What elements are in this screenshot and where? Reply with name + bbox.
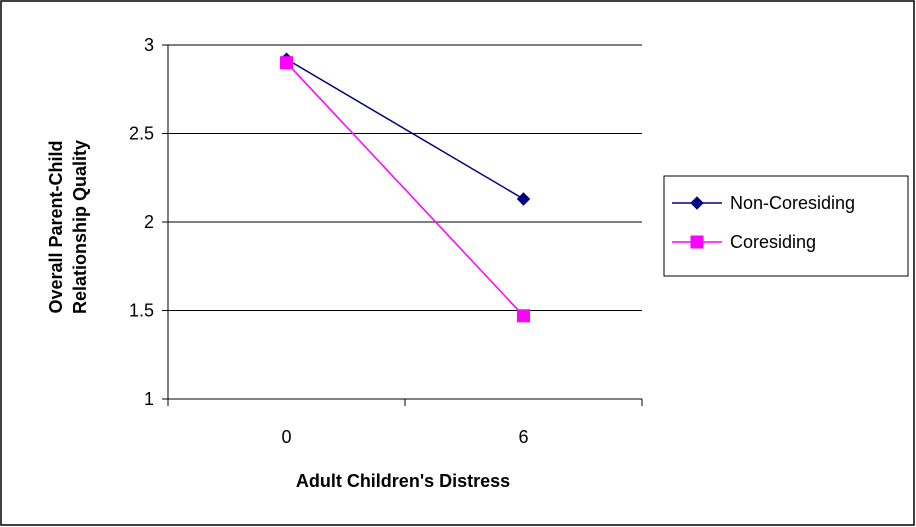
y-tick-label: 2 [144, 212, 154, 232]
x-tick-label: 6 [518, 427, 528, 447]
legend-marker [690, 235, 704, 249]
y-tick-labels: 1 1.5 2 2.5 3 [129, 35, 154, 409]
y-axis-title-line-2: Relationship Quality [70, 140, 90, 314]
data-point [516, 192, 531, 206]
y-tick-label: 1 [144, 389, 154, 409]
y-tick-label: 2.5 [129, 124, 154, 144]
legend-box [663, 175, 909, 277]
legend-marker [690, 196, 704, 210]
legend-item: Non-Coresiding [672, 193, 855, 213]
series-coresiding [280, 56, 530, 323]
legend-label: Non-Coresiding [730, 193, 855, 213]
series-line [285, 62, 525, 317]
y-axis-title: Overall Parent-Child Relationship Qualit… [46, 140, 90, 314]
data-point [517, 309, 530, 323]
series-line [286, 58, 524, 200]
y-tick-label: 3 [144, 35, 154, 55]
series [279, 52, 531, 323]
x-tick-label: 0 [281, 427, 291, 447]
gridlines [162, 44, 643, 406]
axes [167, 45, 642, 400]
legend-items: Non-Coresiding Coresiding [672, 193, 855, 252]
legend-label: Coresiding [730, 232, 816, 252]
y-axis-title-line-1: Overall Parent-Child [46, 140, 66, 313]
legend-item: Coresiding [672, 232, 816, 252]
y-tick-label: 1.5 [129, 301, 154, 321]
legend: Non-Coresiding Coresiding [663, 175, 909, 277]
x-axis-title: Adult Children's Distress [296, 471, 510, 491]
data-point [280, 56, 293, 70]
